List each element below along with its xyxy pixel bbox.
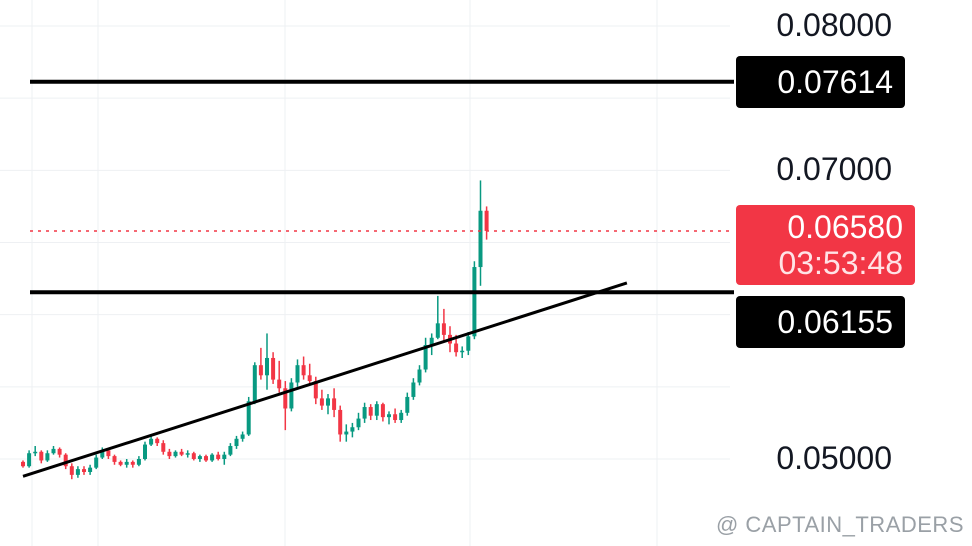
- candle-body: [106, 450, 111, 457]
- candle-body: [472, 267, 477, 337]
- candle-body: [301, 365, 306, 376]
- candle-body: [411, 382, 416, 397]
- candle-body: [326, 398, 330, 406]
- candle-body: [112, 456, 117, 462]
- candle-body: [265, 357, 269, 376]
- candle-body: [197, 456, 202, 459]
- candle-body: [313, 381, 318, 399]
- candle-body: [240, 434, 245, 439]
- candle-body: [173, 451, 178, 457]
- candle-body: [362, 407, 367, 419]
- candle-body: [356, 418, 361, 428]
- candle-body: [441, 323, 446, 335]
- candle-body: [167, 451, 172, 457]
- candle-body: [210, 454, 215, 461]
- current-price-label: 0.06580: [787, 208, 903, 245]
- candle-body: [69, 466, 74, 475]
- bar-countdown: 03:53:48: [778, 244, 903, 281]
- candle-body: [124, 461, 129, 465]
- candle-body: [143, 444, 147, 459]
- current-price-tag: 0.06580 03:53:48: [736, 204, 915, 285]
- candle-body: [63, 454, 68, 467]
- resistance-price-tag: 0.07614: [736, 55, 905, 108]
- candle-body: [216, 454, 221, 459]
- candle-body: [350, 427, 355, 432]
- candle-body: [435, 323, 440, 338]
- candle-body: [332, 398, 337, 410]
- candle-body: [21, 461, 25, 467]
- candle-body: [155, 438, 160, 444]
- candle-body: [75, 469, 80, 475]
- candle-body: [100, 450, 105, 458]
- watermark: @ CAPTAIN_TRADERS: [715, 512, 964, 537]
- trendline: [22, 281, 628, 478]
- candle-body: [228, 446, 233, 455]
- candle-body: [344, 431, 349, 435]
- grid: [0, 0, 730, 546]
- candle-body: [393, 414, 398, 421]
- candle-body: [27, 453, 32, 467]
- candles: [21, 180, 489, 480]
- candle-body: [39, 451, 44, 461]
- candle-body: [94, 457, 99, 468]
- candle-body: [417, 369, 422, 383]
- candle-body: [466, 336, 471, 351]
- candle-body: [57, 448, 62, 455]
- candle-body: [405, 396, 410, 413]
- candle-body: [368, 407, 373, 416]
- candle-body: [478, 210, 483, 268]
- axis-tick-label: 0.05000: [776, 440, 892, 476]
- breakout-price-tag: 0.06155: [736, 296, 905, 349]
- candle-body: [454, 343, 459, 353]
- candle-body: [179, 451, 184, 455]
- candle-body: [204, 456, 208, 461]
- candle-body: [33, 451, 38, 454]
- candle-body: [149, 438, 154, 445]
- candle-body: [289, 382, 294, 409]
- candle-body: [130, 461, 135, 465]
- axis-tick-label: 0.08000: [776, 7, 892, 43]
- candle-body: [136, 459, 141, 465]
- candle-body: [258, 365, 263, 376]
- candle-body: [45, 453, 50, 461]
- candle-body: [423, 344, 428, 370]
- candle-body: [374, 404, 379, 416]
- candle-body: [271, 357, 276, 380]
- candle-body: [82, 469, 86, 472]
- candle-body: [380, 404, 385, 418]
- candle-body: [118, 461, 123, 465]
- candle-body: [252, 365, 257, 402]
- candle-body: [387, 414, 391, 418]
- candle-body: [234, 438, 239, 447]
- axis-tick-label: 0.07000: [776, 151, 892, 188]
- candle-body: [338, 409, 343, 435]
- candle-body: [191, 453, 196, 459]
- candle-body: [222, 454, 227, 459]
- candle-body: [429, 337, 434, 345]
- candle-body: [283, 388, 288, 409]
- candle-body: [185, 453, 190, 455]
- candle-body: [399, 412, 404, 421]
- candle-body: [88, 467, 93, 472]
- candle-body: [51, 448, 56, 454]
- candle-body: [277, 379, 282, 389]
- candle-body: [295, 365, 300, 383]
- levels: [22, 79, 734, 478]
- candle-body: [161, 443, 166, 452]
- candle-body: [484, 210, 489, 231]
- candle-body: [319, 398, 324, 406]
- candle-body: [246, 401, 251, 435]
- candle-body: [460, 350, 465, 353]
- candle-body: [307, 375, 312, 382]
